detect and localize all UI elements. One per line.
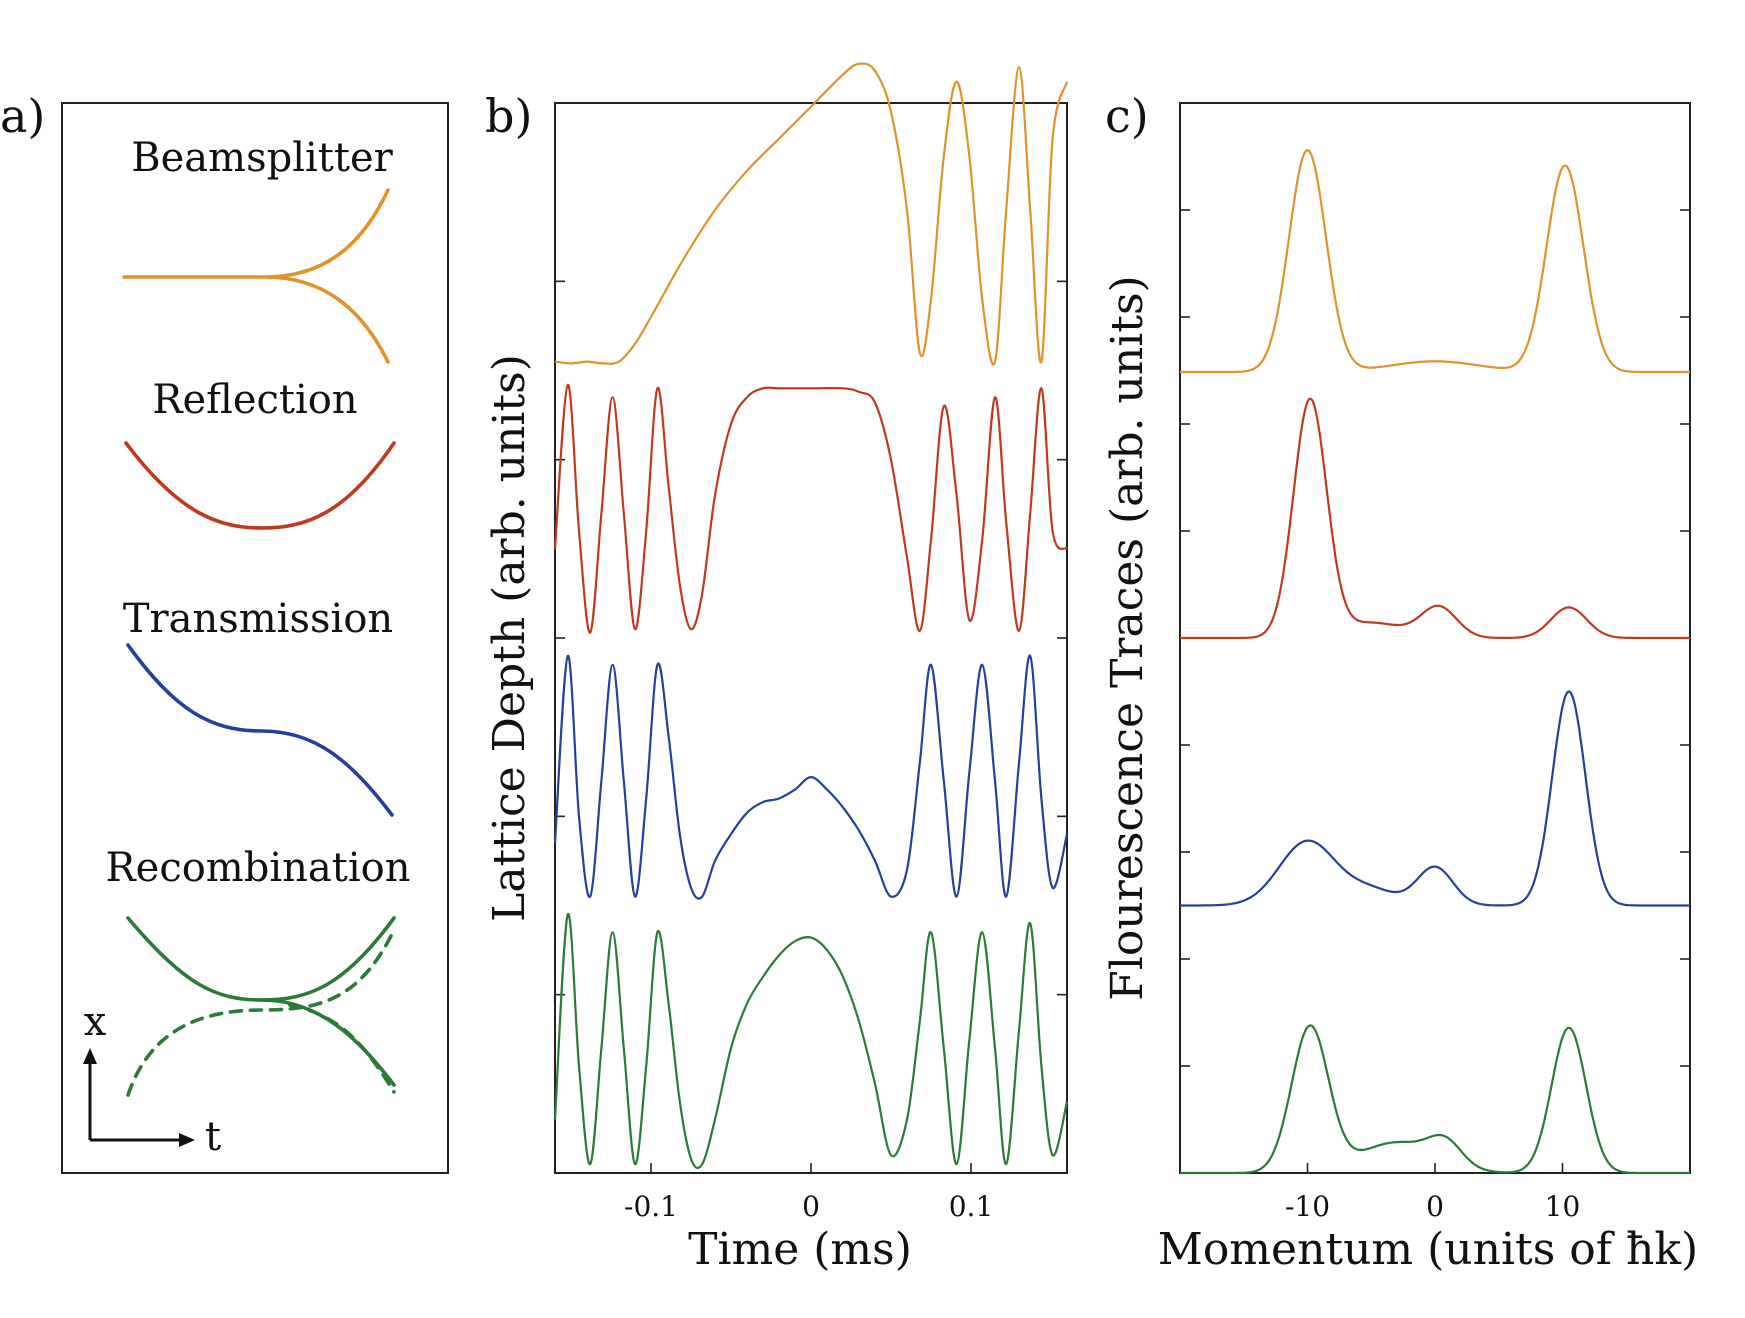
panel-b-series-reflection — [553, 383, 1068, 634]
panel-c-xlabel: Momentum (units of ħk) — [1158, 1224, 1698, 1275]
recombination-diagram — [126, 916, 396, 1097]
panel-c-plot-frame — [1179, 102, 1691, 1174]
panel-a-frame — [61, 102, 449, 1174]
panel-c-series-beamsplitter — [1180, 149, 1690, 374]
panel-b-ylabel: Lattice Depth (arb. units) — [484, 354, 535, 922]
panel-b-series-transmission — [553, 654, 1069, 900]
panel-b-xtick-label: -0.1 — [624, 1190, 678, 1223]
panel-a-letter: a) — [0, 89, 45, 143]
panel-c-letter: c) — [1105, 89, 1149, 143]
panel-c-chart: -10 0 10 — [1179, 102, 1691, 1223]
beamsplitter-label: Beamsplitter — [131, 135, 393, 181]
reflection-diagram — [124, 441, 396, 530]
panel-b-series-beamsplitter — [554, 62, 1069, 366]
transmission-label: Transmission — [123, 596, 393, 642]
recombination-label: Recombination — [106, 845, 411, 891]
axis-x-label: x — [84, 999, 107, 1045]
beamsplitter-diagram — [122, 188, 390, 364]
panel-c-xtick-label: 10 — [1545, 1190, 1581, 1223]
panel-b-plot-frame — [554, 102, 1068, 1174]
panel-c-series-transmission — [1180, 690, 1690, 907]
panel-b-series-recombination — [553, 913, 1069, 1170]
transmission-diagram — [126, 643, 394, 817]
panel-b-xlabel: Time (ms) — [688, 1224, 912, 1275]
panel-b-xtick-label: 0.1 — [949, 1190, 994, 1223]
panel-c-ylabel: Flourescence Traces (arb. units) — [1102, 275, 1153, 1000]
reflection-label: Reflection — [152, 377, 357, 423]
axis-t-label: t — [205, 1114, 221, 1160]
panel-c-xtick-label: -10 — [1285, 1190, 1330, 1223]
panel-b-xtick-label: 0 — [802, 1190, 820, 1223]
panel-c-series-reflection — [1180, 397, 1690, 640]
panel-c-series-recombination — [1180, 1024, 1690, 1175]
panel-b-letter: b) — [485, 89, 532, 143]
panel-b-chart: -0.1 0 0.1 — [553, 62, 1069, 1223]
x-t-axes — [83, 1048, 195, 1147]
panel-c-xtick-label: 0 — [1426, 1190, 1444, 1223]
